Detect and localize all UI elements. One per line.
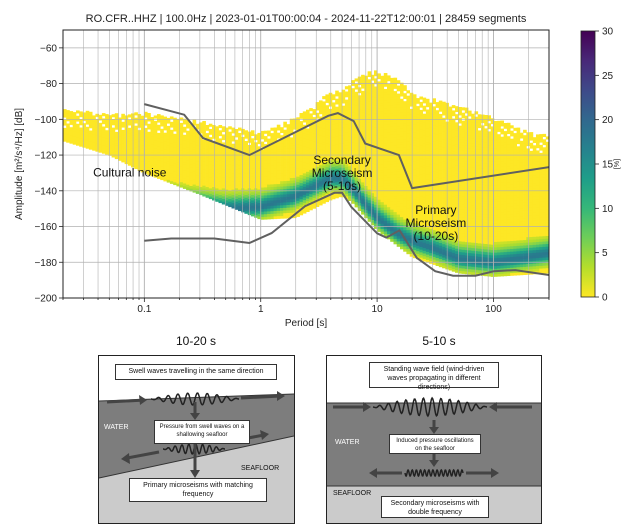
chart-title: RO.CFR..HHZ | 100.0Hz | 2023-01-01T00:00… (86, 13, 527, 25)
left-water-label: WATER (104, 424, 129, 431)
left-top-box: Swell waves travelling in the same direc… (115, 364, 277, 380)
y-tick-label: −120 (34, 151, 57, 162)
psd-chart: RO.CFR..HHZ | 100.0Hz | 2023-01-01T00:00… (0, 0, 622, 330)
colorbar-tick-label: 0 (602, 293, 608, 304)
left-bottom-box: Primary microseisms with matching freque… (129, 478, 267, 502)
right-water-label: WATER (335, 439, 360, 446)
left-diagram-title: 10-20 s (96, 334, 296, 348)
y-tick-label: −100 (34, 115, 57, 126)
x-tick-label: 100 (485, 304, 502, 315)
colorbar-ticks: 0 5 10 15 20 25 30 (595, 27, 614, 304)
y-tick-label: −60 (40, 43, 57, 54)
right-seafloor-label: SEAFLOOR (333, 490, 371, 497)
colorbar-label: [%] (614, 159, 621, 169)
colorbar-tick-label: 15 (602, 160, 614, 171)
colorbar: 0 5 10 15 20 25 30 [%] (581, 27, 621, 304)
y-tick-label: −160 (34, 222, 57, 233)
left-arrow-shaft-a (107, 400, 145, 402)
right-arrow-shaft-a (241, 396, 281, 398)
y-tick-label: −80 (40, 79, 57, 90)
left-mid-box: Pressure from swell waves on a shallowin… (154, 420, 250, 444)
y-axis-label: Amplitude [m²/s⁴/Hz] [dB] (14, 108, 25, 220)
colorbar-tick-label: 25 (602, 71, 614, 82)
left-diagram: Swell waves travelling in the same direc… (98, 355, 295, 524)
colorbar-gradient (581, 31, 595, 297)
colorbar-tick-label: 30 (602, 27, 614, 38)
y-tick-label: −180 (34, 258, 57, 269)
y-tick-label: −200 (34, 294, 57, 305)
x-axis-ticks: 0.1 1 10 100 (63, 298, 549, 315)
right-mid-box: Induced pressure oscillations on the sea… (389, 434, 481, 454)
x-tick-label: 0.1 (137, 304, 151, 315)
annotation-0: Cultural noise (93, 166, 167, 180)
x-tick-label: 1 (258, 304, 264, 315)
x-tick-label: 10 (372, 304, 384, 315)
colorbar-tick-label: 5 (602, 248, 608, 259)
x-axis-label: Period [s] (285, 318, 327, 329)
colorbar-tick-label: 10 (602, 204, 614, 215)
right-top-box: Standing wave field (wind-driven waves p… (369, 362, 499, 388)
colorbar-tick-label: 20 (602, 115, 614, 126)
left-seafloor-label: SEAFLOOR (241, 465, 279, 472)
y-tick-label: −140 (34, 186, 57, 197)
right-diagram-title: 5-10 s (339, 334, 539, 348)
y-axis-ticks: −200 −180 −160 −140 −120 −100 −80 −60 (34, 43, 63, 304)
right-bottom-box: Secondary microseisms with double freque… (381, 496, 489, 518)
right-diagram: Standing wave field (wind-driven waves p… (326, 355, 542, 524)
